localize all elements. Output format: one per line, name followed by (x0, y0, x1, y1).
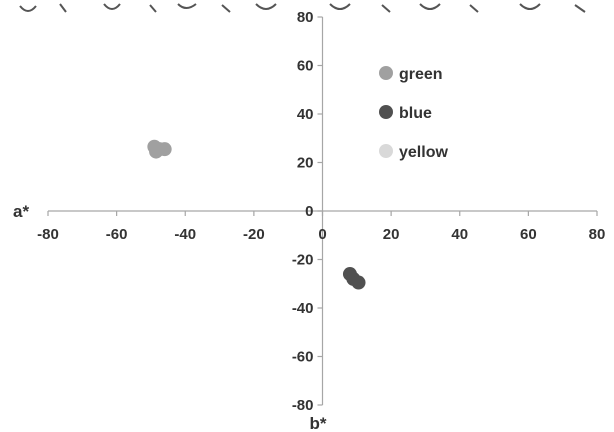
x-axis-ticks: -80 -60 -40 -20 0 20 40 60 80 (37, 211, 605, 243)
x-tick-label: -60 (106, 226, 128, 243)
legend: green blue yellow (379, 66, 448, 161)
y-tick-label: 20 (297, 155, 314, 172)
green-data-point (149, 144, 164, 159)
yellow-legend-label: yellow (399, 144, 448, 161)
y-tick-label: 40 (297, 106, 314, 123)
cropped-top-fragment (19, 3, 586, 13)
x-tick-label: 60 (520, 226, 537, 243)
green-legend-marker (379, 66, 393, 80)
blue-legend-label: blue (399, 105, 432, 122)
blue-data-point (351, 275, 366, 290)
y-tick-label: -40 (292, 300, 314, 317)
x-tick-label: -20 (243, 226, 265, 243)
x-tick-label: 0 (318, 226, 326, 243)
y-tick-label: -20 (292, 252, 314, 269)
y-tick-label: -80 (292, 397, 314, 414)
y-tick-label: 60 (297, 58, 314, 75)
y-tick-label: -60 (292, 349, 314, 366)
x-tick-label: 80 (589, 226, 606, 243)
data-points (147, 139, 366, 290)
x-tick-label: 20 (383, 226, 400, 243)
blue-legend-marker (379, 105, 393, 119)
yellow-legend-marker (379, 144, 393, 158)
x-axis-title: a* (13, 202, 29, 221)
green-legend-label: green (399, 66, 443, 83)
y-tick-label: 80 (297, 9, 314, 26)
x-tick-label: -80 (37, 226, 59, 243)
y-axis-title: b* (310, 414, 327, 432)
x-tick-label: -40 (174, 226, 196, 243)
x-tick-label: 40 (451, 226, 468, 243)
y-tick-label: 0 (305, 203, 313, 220)
